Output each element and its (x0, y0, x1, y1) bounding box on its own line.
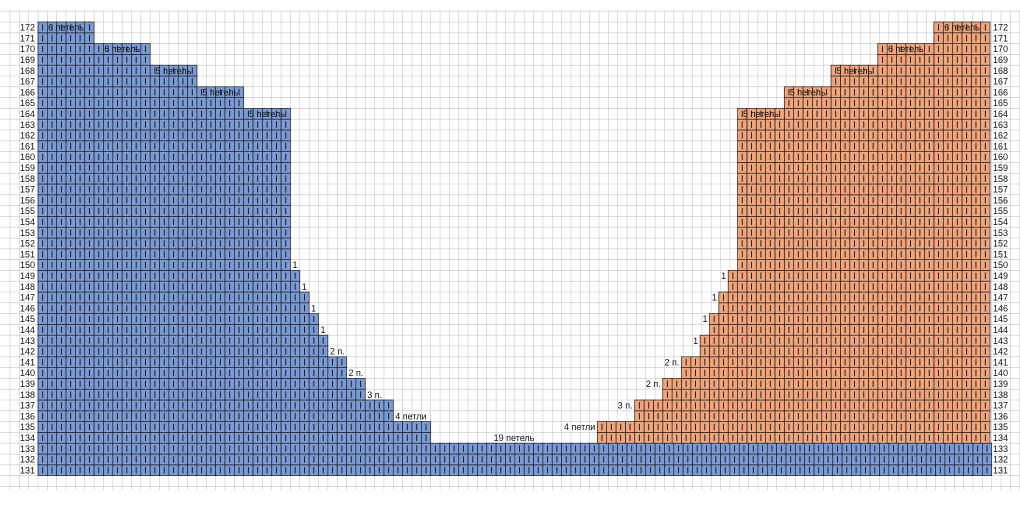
row-number-right: 163 (993, 120, 1008, 130)
row-number-right: 167 (993, 77, 1008, 87)
row-number-right: 166 (993, 87, 1008, 97)
row-number-right: 161 (993, 141, 1008, 151)
row-number-right: 164 (993, 109, 1008, 119)
row-number-left: 164 (20, 109, 35, 119)
row-number-left: 165 (20, 98, 35, 108)
row-number-right: 168 (993, 66, 1008, 76)
row-number-right: 165 (993, 98, 1008, 108)
row-number-right: 171 (993, 33, 1008, 43)
row-number-left: 167 (20, 77, 35, 87)
row-number-right: 170 (993, 44, 1008, 54)
row-number-left: 171 (20, 33, 35, 43)
row-number-left: 169 (20, 55, 35, 65)
row-number-left: 172 (20, 23, 35, 33)
row-number-left: 168 (20, 66, 35, 76)
row-number-left: 170 (20, 44, 35, 54)
row-number-right: 162 (993, 131, 1008, 141)
row-number-left: 161 (20, 141, 35, 151)
row-number-right: 169 (993, 55, 1008, 65)
row-number-left: 166 (20, 87, 35, 97)
row-number-left: 162 (20, 131, 35, 141)
row-number-right: 172 (993, 23, 1008, 33)
row-number-left: 163 (20, 120, 35, 130)
